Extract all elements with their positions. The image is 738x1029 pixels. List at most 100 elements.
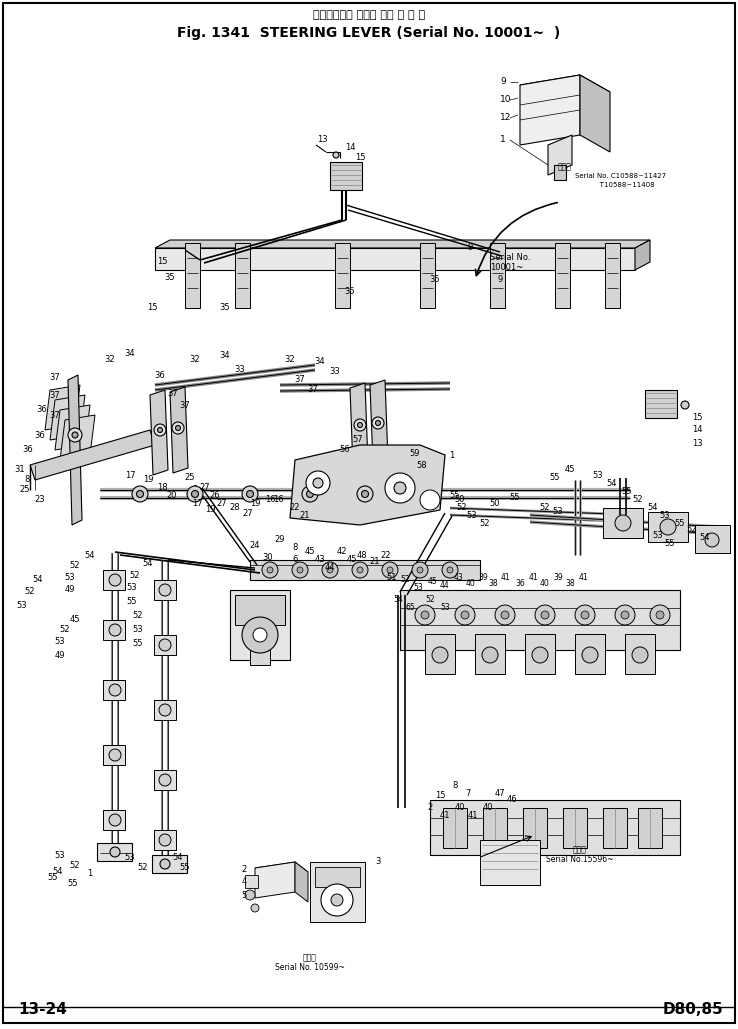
Text: 32: 32 — [285, 355, 295, 364]
Bar — [563, 808, 587, 848]
Text: 17: 17 — [192, 498, 202, 507]
Polygon shape — [420, 243, 435, 308]
Text: 55: 55 — [510, 494, 520, 502]
Text: Serial No. C10588~11427: Serial No. C10588~11427 — [575, 173, 666, 179]
Text: 32: 32 — [190, 355, 200, 364]
Bar — [154, 830, 176, 850]
Text: 52: 52 — [425, 596, 435, 604]
Text: 9: 9 — [497, 276, 503, 284]
Text: 38: 38 — [489, 579, 498, 589]
Text: 17: 17 — [125, 471, 135, 481]
Text: 25: 25 — [184, 473, 196, 483]
Text: 54: 54 — [52, 867, 63, 877]
Text: 45: 45 — [427, 576, 437, 586]
Circle shape — [387, 567, 393, 573]
Text: 52: 52 — [400, 575, 410, 584]
Text: 1: 1 — [87, 868, 93, 878]
Text: 52: 52 — [480, 519, 490, 528]
Text: 54: 54 — [85, 551, 95, 560]
Text: 41: 41 — [500, 573, 510, 582]
Text: 29: 29 — [275, 535, 286, 544]
Text: 52: 52 — [133, 610, 143, 619]
Bar — [490, 60, 715, 255]
Text: 55: 55 — [621, 488, 632, 497]
Polygon shape — [30, 430, 155, 480]
Polygon shape — [554, 165, 566, 180]
Text: 9: 9 — [500, 77, 506, 86]
Text: 41: 41 — [528, 573, 538, 582]
Text: 15: 15 — [692, 414, 703, 423]
Text: 20: 20 — [167, 491, 177, 499]
Polygon shape — [370, 380, 388, 465]
Text: 52: 52 — [539, 503, 551, 512]
Polygon shape — [255, 862, 308, 878]
Text: 56: 56 — [339, 446, 351, 455]
Circle shape — [172, 422, 184, 434]
Circle shape — [253, 628, 267, 642]
Polygon shape — [55, 405, 90, 450]
Bar — [103, 570, 125, 590]
Circle shape — [482, 647, 498, 663]
Circle shape — [159, 833, 171, 846]
Text: 31: 31 — [15, 465, 25, 474]
Bar — [154, 700, 176, 720]
Text: 50: 50 — [455, 496, 465, 504]
Circle shape — [581, 611, 589, 619]
Circle shape — [385, 473, 415, 503]
Circle shape — [442, 562, 458, 578]
Text: Fig. 1341  STEERING LEVER (Serial No. 10001~  ): Fig. 1341 STEERING LEVER (Serial No. 100… — [177, 26, 561, 40]
Circle shape — [267, 567, 273, 573]
Text: 40: 40 — [465, 579, 475, 589]
Text: ステアリング レバー （適 用 号 機: ステアリング レバー （適 用 号 機 — [313, 10, 425, 20]
Text: Serial No. 10599~: Serial No. 10599~ — [275, 962, 345, 971]
Text: 2: 2 — [427, 804, 432, 813]
Text: 37: 37 — [294, 376, 306, 385]
Text: 39: 39 — [478, 573, 488, 582]
Bar — [645, 390, 677, 418]
Circle shape — [357, 567, 363, 573]
Text: 65: 65 — [405, 603, 415, 611]
Bar — [235, 848, 450, 978]
Circle shape — [656, 611, 664, 619]
Text: 52: 52 — [138, 862, 148, 872]
Bar — [155, 248, 635, 270]
Circle shape — [321, 884, 353, 916]
Circle shape — [262, 562, 278, 578]
Circle shape — [242, 617, 278, 653]
Circle shape — [461, 611, 469, 619]
Circle shape — [242, 486, 258, 502]
Text: 39: 39 — [553, 573, 563, 582]
Text: 53: 53 — [660, 510, 670, 520]
Text: 21: 21 — [300, 510, 310, 520]
Bar — [154, 770, 176, 790]
Text: 53: 53 — [440, 603, 450, 611]
Circle shape — [331, 894, 343, 906]
Text: 55: 55 — [68, 879, 78, 887]
Circle shape — [72, 432, 78, 438]
Bar — [250, 650, 270, 665]
Polygon shape — [520, 75, 610, 102]
Text: 26: 26 — [210, 491, 221, 499]
Circle shape — [137, 491, 143, 497]
Text: 54: 54 — [607, 478, 617, 488]
Polygon shape — [295, 862, 308, 902]
Text: D80,85: D80,85 — [662, 1002, 723, 1017]
Circle shape — [302, 486, 318, 502]
Text: 5: 5 — [241, 890, 246, 899]
Text: 52: 52 — [60, 626, 70, 635]
Bar — [103, 620, 125, 640]
Text: 53: 53 — [413, 583, 423, 593]
Text: 10001~: 10001~ — [490, 263, 523, 273]
Text: 52: 52 — [70, 860, 80, 870]
Text: 49: 49 — [55, 650, 65, 660]
Text: 27: 27 — [243, 509, 253, 519]
Text: 44: 44 — [440, 581, 450, 591]
Text: 55: 55 — [675, 519, 686, 528]
Text: 36: 36 — [23, 446, 33, 455]
Text: 34: 34 — [220, 351, 230, 359]
Polygon shape — [290, 445, 445, 525]
Circle shape — [421, 611, 429, 619]
Circle shape — [415, 605, 435, 625]
Text: 43: 43 — [453, 573, 463, 582]
Text: 53: 53 — [652, 531, 663, 539]
